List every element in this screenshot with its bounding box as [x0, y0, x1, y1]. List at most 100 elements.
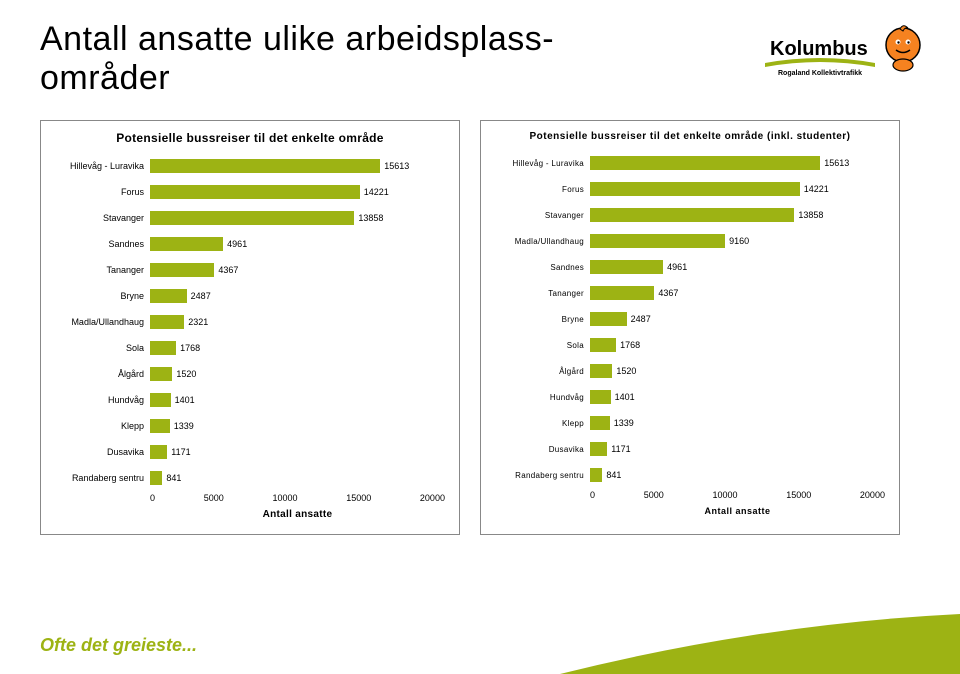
bar-track: 13858 [590, 208, 885, 222]
bar-category-label: Bryne [55, 291, 150, 301]
bar-track: 1339 [150, 419, 445, 433]
bar-value-label: 9160 [725, 234, 749, 248]
bar-row: Hundvåg 1401 [55, 389, 445, 411]
bar [150, 393, 171, 407]
axis-tick: 15000 [346, 493, 371, 503]
axis-tick: 10000 [272, 493, 297, 503]
bar-row: Randaberg sentru841 [55, 467, 445, 489]
bar-category-label: Hundvåg [55, 395, 150, 405]
bar-value-label: 1768 [176, 341, 200, 355]
bar-value-label: 841 [602, 468, 621, 482]
bar [150, 445, 167, 459]
bar-track: 4961 [150, 237, 445, 251]
bar-value-label: 14221 [800, 182, 829, 196]
mascot-body-icon [893, 59, 913, 71]
bar-row: Hundvåg1401 [495, 386, 885, 408]
title-line1: Antall ansatte ulike arbeidsplass-område… [40, 20, 554, 97]
bar-category-label: Randaberg sentru [495, 471, 590, 480]
bar-track: 1171 [150, 445, 445, 459]
bar-track: 9160 [590, 234, 885, 248]
chart-right-title: Potensielle bussreiser til det enkelte o… [495, 131, 885, 142]
bar [590, 338, 616, 352]
bar-value-label: 1768 [616, 338, 640, 352]
axis-tick: 0 [590, 490, 595, 500]
axis-tick: 20000 [860, 490, 885, 500]
bar [590, 260, 663, 274]
bar-category-label: Sandnes [495, 263, 590, 272]
bar-value-label: 1401 [171, 393, 195, 407]
bar-value-label: 4961 [663, 260, 687, 274]
bar [150, 159, 380, 173]
bar-category-label: Sola [495, 341, 590, 350]
bar-track: 1339 [590, 416, 885, 430]
bar-value-label: 1520 [172, 367, 196, 381]
chart-left-axis: 0 5000 10000 15000 20000 [55, 493, 445, 503]
bar-category-label: Ålgård [55, 369, 150, 379]
bar-row: Klepp 1339 [495, 412, 885, 434]
bar-track: 14221 [150, 185, 445, 199]
bar-row: Randaberg sentru 841 [495, 464, 885, 486]
bar-category-label: Bryne [495, 315, 590, 324]
bar-value-label: 4367 [654, 286, 678, 300]
bar [590, 468, 602, 482]
bar-row: Bryne2487 [495, 308, 885, 330]
chart-right-body: Hillevåg - Luravika15613 Forus 14221 Stavan… [495, 152, 885, 516]
bar [150, 289, 187, 303]
footer-curve-icon [560, 614, 960, 674]
bar-track: 2321 [150, 315, 445, 329]
bar [150, 263, 214, 277]
bar [590, 208, 794, 222]
bar-category-label: Madla/Ullandhaug [55, 317, 150, 327]
bar-track: 4367 [150, 263, 445, 277]
bar-value-label: 841 [162, 471, 181, 485]
bar-row: Stavanger13858 [55, 207, 445, 229]
bar [590, 312, 627, 326]
bar-row: Stavanger13858 [495, 204, 885, 226]
bar [150, 237, 223, 251]
footer: Ofte det greieste... [0, 614, 960, 674]
bar-category-label: Sola [55, 343, 150, 353]
bar-category-label: Klepp [495, 419, 590, 428]
bar-value-label: 1171 [167, 445, 190, 459]
charts-container: Potensielle bussreiser til det enkelte o… [40, 120, 920, 535]
bar [150, 185, 360, 199]
bar-value-label: 1339 [170, 419, 194, 433]
bar [590, 234, 725, 248]
bar [150, 341, 176, 355]
bar-track: 1401 [150, 393, 445, 407]
bar-track: 1520 [590, 364, 885, 378]
bar-track: 841 [150, 471, 445, 485]
bar-track: 4367 [590, 286, 885, 300]
bar-row: Hillevåg - Luravika15613 [495, 152, 885, 174]
bar-category-label: Hundvåg [495, 393, 590, 402]
bar-track: 4961 [590, 260, 885, 274]
axis-tick: 15000 [786, 490, 811, 500]
bar-value-label: 2487 [187, 289, 211, 303]
bar-category-label: Dusavika [55, 447, 150, 457]
bar-value-label: 1520 [612, 364, 636, 378]
axis-tick: 20000 [420, 493, 445, 503]
bar-track: 14221 [590, 182, 885, 196]
axis-tick: 5000 [204, 493, 224, 503]
bar-track: 15613 [590, 156, 885, 170]
bar-category-label: Forus [55, 187, 150, 197]
axis-tick: 0 [150, 493, 155, 503]
bar-value-label: 1339 [610, 416, 634, 430]
bar [590, 442, 607, 456]
bar-track: 15613 [150, 159, 445, 173]
footer-slogan: Ofte det greieste... [40, 635, 197, 656]
bar-track: 841 [590, 468, 885, 482]
chart-left-ticks: 0 5000 10000 15000 20000 [150, 493, 445, 503]
bar [590, 364, 612, 378]
bar [150, 211, 354, 225]
logo: Kolumbus Rogaland Kollektivtrafikk [760, 25, 930, 85]
chart-right-axis-label: Antall ansatte [495, 506, 885, 516]
bar-value-label: 2321 [184, 315, 208, 329]
chart-left-plot: Hillevåg - Luravika15613Forus14221Stavan… [55, 155, 445, 489]
bar [590, 416, 610, 430]
bar-track: 1401 [590, 390, 885, 404]
bar-category-label: Sandnes [55, 239, 150, 249]
bar-category-label: Forus [495, 185, 590, 194]
bar-category-label: Ålgård [495, 367, 590, 376]
bar-row: Dusavika1171 [495, 438, 885, 460]
